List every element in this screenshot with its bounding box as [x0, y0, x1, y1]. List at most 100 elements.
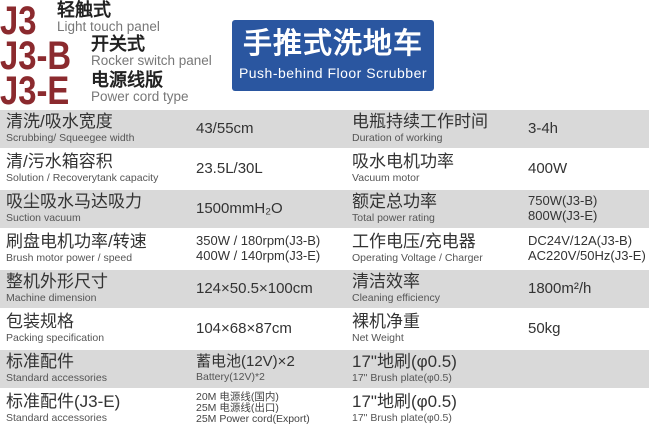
label-en: Packing specification	[6, 332, 105, 344]
spec-label: 吸水电机功率 Vacuum motor	[352, 150, 454, 188]
label-cn: 标准配件	[6, 352, 74, 371]
spec-label: 吸尘吸水马达吸力 Suction vacuum	[6, 190, 142, 228]
spec-value: 400W	[528, 150, 567, 188]
spec-value-line: 20M 电源线(国内)	[196, 391, 279, 403]
spec-label: 清洗/吸水宽度 Scrubbing/ Squeegee width	[6, 110, 134, 148]
label-en: Standard accessories	[6, 372, 107, 384]
label-cn: 吸水电机功率	[352, 152, 454, 171]
label-en: 17" Brush plate(φ0.5)	[352, 372, 452, 384]
spec-value: 3-4h	[528, 110, 558, 148]
label-en: Total power rating	[352, 212, 435, 224]
spec-value-text: 124×50.5×100cm	[196, 280, 313, 297]
spec-label: 标准配件 Standard accessories	[6, 350, 107, 388]
model-name-cn-j3e: 电源线版	[91, 70, 163, 90]
spec-label: 清洁效率 Cleaning efficiency	[352, 270, 440, 308]
spec-row: 吸尘吸水马达吸力 Suction vacuum 1500mmH₂O 额定总功率 Tota…	[0, 190, 649, 228]
label-en: Scrubbing/ Squeegee width	[6, 132, 135, 144]
spec-row: 标准配件 Standard accessories 蓄电池(12V)×2 Batter…	[0, 350, 649, 388]
spec-label: 标准配件(J3-E) Standard accessories	[6, 390, 120, 428]
label-en: Vacuum motor	[352, 172, 420, 184]
spec-row: 清洗/吸水宽度 Scrubbing/ Squeegee width 43/55cm 电…	[0, 110, 649, 148]
spec-value-line: 400W / 140rpm(J3-E)	[196, 248, 321, 263]
model-name-en-j3: Light touch panel	[57, 19, 160, 34]
title-banner: 手推式洗地车 Push-behind Floor Scrubber	[232, 20, 434, 91]
model-code-j3: J3	[0, 0, 37, 43]
spec-label: 工作电压/充电器 Operating Voltage / Charger	[352, 230, 483, 268]
title-cn: 手推式洗地车	[242, 28, 423, 60]
label-cn: 额定总功率	[352, 192, 437, 211]
label-en: Solution / Recoverytank capacity	[6, 172, 159, 184]
spec-value-text: 104×68×87cm	[196, 320, 292, 337]
spec-label: 17"地刷(φ0.5) 17" Brush plate(φ0.5)	[352, 350, 457, 388]
spec-value-line: 750W(J3-B)	[528, 193, 598, 208]
spec-value-text: 1500mmH₂O	[196, 200, 283, 217]
spec-value: 1800m²/h	[528, 270, 591, 308]
spec-value-line: 蓄电池(12V)×2	[196, 353, 295, 370]
spec-value: 20M 电源线(国内) 25M 电源线(出口) 25M Power cord(Exp…	[196, 390, 310, 428]
label-cn: 清洗/吸水宽度	[6, 112, 113, 131]
label-cn: 吸尘吸水马达吸力	[6, 192, 142, 211]
model-name-en-j3b: Rocker switch panel	[91, 53, 212, 68]
spec-value-line: 25M Power cord(Export)	[196, 413, 310, 425]
label-en: Duration of working	[352, 132, 443, 144]
spec-value: 104×68×87cm	[196, 310, 292, 348]
label-cn: 裸机净重	[352, 312, 420, 331]
label-cn: 电瓶持续工作时间	[352, 112, 488, 131]
label-cn: 17"地刷(φ0.5)	[352, 352, 457, 371]
label-en: Suction vacuum	[6, 212, 81, 224]
model-code-j3b: J3-B	[0, 34, 72, 78]
label-cn: 17"地刷(φ0.5)	[352, 392, 457, 411]
spec-value-text: 43/55cm	[196, 120, 254, 137]
spec-label: 额定总功率 Total power rating	[352, 190, 437, 228]
spec-value: DC24V/12A(J3-B) AC220V/50Hz(J3-E)	[528, 230, 646, 268]
spec-row: 包装规格 Packing specification 104×68×87cm 裸机净重…	[0, 310, 649, 348]
label-en: Machine dimension	[6, 292, 97, 304]
spec-label: 包装规格 Packing specification	[6, 310, 104, 348]
spec-value-text: 50kg	[528, 320, 561, 337]
label-cn: 清洁效率	[352, 272, 420, 291]
spec-value: 23.5L/30L	[196, 150, 263, 188]
label-en: Cleaning efficiency	[352, 292, 440, 304]
label-en: Net Weight	[352, 332, 404, 344]
spec-label: 17"地刷(φ0.5) 17" Brush plate(φ0.5)	[352, 390, 457, 428]
label-en: Standard accessories	[6, 412, 107, 424]
spec-value: 350W / 180rpm(J3-B) 400W / 140rpm(J3-E)	[196, 230, 320, 268]
label-cn: 整机外形尺寸	[6, 272, 108, 291]
label-cn: 清/污水箱容积	[6, 152, 113, 171]
spec-value-line: 350W / 180rpm(J3-B)	[196, 233, 321, 248]
label-en: Operating Voltage / Charger	[352, 252, 483, 264]
spec-value: 43/55cm	[196, 110, 254, 148]
label-cn: 包装规格	[6, 312, 74, 331]
spec-label: 刷盘电机功率/转速 Brush motor power / speed	[6, 230, 147, 268]
spec-value: 50kg	[528, 310, 561, 348]
spec-label: 清/污水箱容积 Solution / Recoverytank capacity	[6, 150, 158, 188]
spec-value-text: 23.5L/30L	[196, 160, 263, 177]
spec-row: 刷盘电机功率/转速 Brush motor power / speed 350W /…	[0, 230, 649, 268]
model-name-en-j3e: Power cord type	[91, 89, 189, 104]
spec-value-line: AC220V/50Hz(J3-E)	[528, 248, 646, 263]
spec-value: 蓄电池(12V)×2 Battery(12V)*2	[196, 350, 295, 388]
label-cn: 刷盘电机功率/转速	[6, 232, 147, 251]
spec-row: 整机外形尺寸 Machine dimension 124×50.5×100cm 清洁效…	[0, 270, 649, 308]
label-en: Brush motor power / speed	[6, 252, 133, 264]
model-code-j3e: J3-E	[0, 69, 70, 113]
spec-label: 电瓶持续工作时间 Duration of working	[352, 110, 488, 148]
spec-value-line: 25M 电源线(出口)	[196, 402, 279, 414]
spec-value: 750W(J3-B) 800W(J3-E)	[528, 190, 597, 228]
model-name-cn-j3b: 开关式	[91, 34, 145, 54]
spec-value-line: Battery(12V)*2	[196, 371, 265, 383]
label-en: 17" Brush plate(φ0.5)	[352, 412, 452, 424]
spec-label: 裸机净重 Net Weight	[352, 310, 420, 348]
spec-label: 整机外形尺寸 Machine dimension	[6, 270, 108, 308]
spec-value-line: 800W(J3-E)	[528, 208, 598, 223]
spec-value-text: 400W	[528, 160, 568, 177]
spec-row: 清/污水箱容积 Solution / Recoverytank capacity 2…	[0, 150, 649, 188]
spec-value: 1500mmH₂O	[196, 190, 283, 228]
title-en: Push-behind Floor Scrubber	[238, 65, 428, 81]
spec-value-text: 3-4h	[528, 120, 559, 137]
spec-value: 124×50.5×100cm	[196, 270, 313, 308]
spec-row: 标准配件(J3-E) Standard accessories 20M 电源线(国内…	[0, 390, 649, 428]
model-name-cn-j3: 轻触式	[57, 0, 111, 20]
spec-table: 清洗/吸水宽度 Scrubbing/ Squeegee width 43/55cm 电…	[0, 110, 649, 430]
label-cn: 标准配件(J3-E)	[6, 392, 121, 411]
